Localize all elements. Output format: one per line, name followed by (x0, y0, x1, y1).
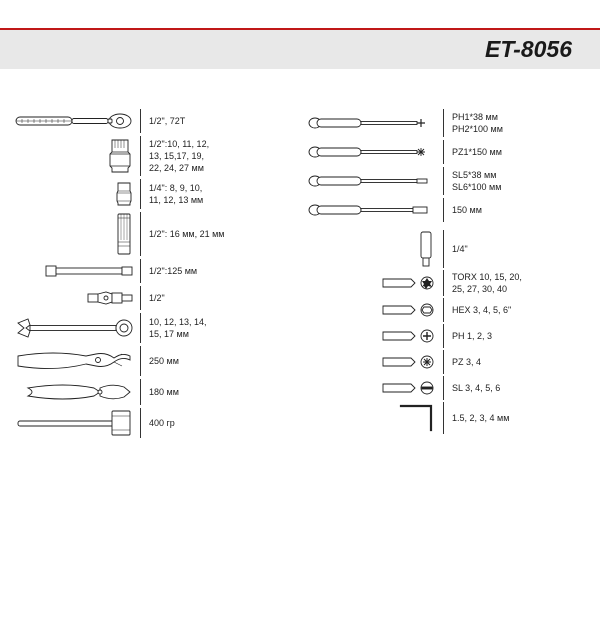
row-combination-pliers: 180 мм (10, 379, 297, 405)
row-water-pump-pliers: 250 мм (10, 346, 297, 376)
hammer-icon (10, 408, 140, 438)
row-deep-socket: 1/2": 16 мм, 21 мм (10, 212, 297, 256)
label: 1/2":10, 11, 12, 13, 15,17, 19, 22, 24, … (141, 138, 209, 174)
ratchet-icon (10, 110, 140, 132)
row-hex-key: 1.5, 2, 3, 4 мм (303, 402, 590, 434)
label: 10, 12, 13, 14, 15, 17 мм (141, 316, 207, 340)
label: 400 гр (141, 417, 175, 429)
combination-pliers-icon (10, 379, 140, 405)
row-socket-large: 1/2":10, 11, 12, 13, 15,17, 19, 22, 24, … (10, 136, 297, 176)
label: PZ1*150 мм (444, 146, 502, 158)
universal-joint-icon (10, 288, 140, 308)
label: HEX 3, 4, 5, 6" (444, 304, 511, 316)
bit-hex-icon (303, 301, 443, 319)
header: ET-8056 (0, 28, 600, 69)
bit-sl-icon (303, 379, 443, 397)
row-socket-small: 1/4": 8, 9, 10, 11, 12, 13 мм (10, 179, 297, 209)
right-column: PH1*38 мм PH2*100 мм PZ1*150 мм (303, 109, 590, 441)
content: 1/2", 72T 1/2":10, 11, 12, 13, 15,17, 19… (0, 69, 600, 451)
row-bit-holder: 1/4" (303, 230, 590, 268)
water-pump-pliers-icon (10, 346, 140, 376)
extension-icon (10, 262, 140, 280)
label: TORX 10, 15, 20, 25, 27, 30, 40 (444, 271, 522, 295)
row-bit-torx: TORX 10, 15, 20, 25, 27, 30, 40 (303, 270, 590, 296)
row-universal-joint: 1/2" (10, 286, 297, 310)
label: PZ 3, 4 (444, 356, 481, 368)
bit-holder-icon (303, 230, 443, 268)
label: PH1*38 мм PH2*100 мм (444, 111, 503, 135)
deep-socket-icon (10, 212, 140, 256)
label: 1.5, 2, 3, 4 мм (444, 412, 509, 424)
label: 150 мм (444, 204, 482, 216)
label: 180 мм (141, 386, 179, 398)
bit-pz-icon (303, 353, 443, 371)
label: SL 3, 4, 5, 6 (444, 382, 500, 394)
screwdriver-ext-icon (303, 199, 443, 221)
label: 1/2": 16 мм, 21 мм (141, 228, 224, 240)
bit-ph-icon (303, 327, 443, 345)
row-screwdriver-pz: PZ1*150 мм (303, 140, 590, 164)
row-extension: 1/2":125 мм (10, 259, 297, 283)
row-ratchet: 1/2", 72T (10, 109, 297, 133)
label: 250 мм (141, 355, 179, 367)
screwdriver-pz-icon (303, 141, 443, 163)
label: 1/2":125 мм (141, 265, 197, 277)
left-column: 1/2", 72T 1/2":10, 11, 12, 13, 15,17, 19… (10, 109, 297, 441)
row-bit-sl: SL 3, 4, 5, 6 (303, 376, 590, 400)
product-title: ET-8056 (485, 36, 572, 62)
row-bit-ph: PH 1, 2, 3 (303, 324, 590, 348)
header-bar: ET-8056 (0, 30, 600, 69)
screwdriver-sl-icon (303, 170, 443, 192)
row-screwdriver-sl: SL5*38 мм SL6*100 мм (303, 167, 590, 195)
label: SL5*38 мм SL6*100 мм (444, 169, 501, 193)
row-bit-pz: PZ 3, 4 (303, 350, 590, 374)
hex-key-icon (303, 402, 443, 434)
row-hammer: 400 гр (10, 408, 297, 438)
row-screwdriver-ext: 150 мм (303, 198, 590, 222)
socket-large-icon (10, 138, 140, 174)
screwdriver-ph-icon (303, 112, 443, 134)
label: 1/4": 8, 9, 10, 11, 12, 13 мм (141, 182, 203, 206)
label: PH 1, 2, 3 (444, 330, 492, 342)
row-wrench: 10, 12, 13, 14, 15, 17 мм (10, 313, 297, 343)
label: 1/4" (444, 243, 468, 255)
bit-torx-icon (303, 274, 443, 292)
label: 1/2", 72T (141, 115, 185, 127)
wrench-icon (10, 317, 140, 339)
row-screwdriver-ph: PH1*38 мм PH2*100 мм (303, 109, 590, 137)
row-bit-hex: HEX 3, 4, 5, 6" (303, 298, 590, 322)
label: 1/2" (141, 292, 165, 304)
socket-small-icon (10, 181, 140, 207)
